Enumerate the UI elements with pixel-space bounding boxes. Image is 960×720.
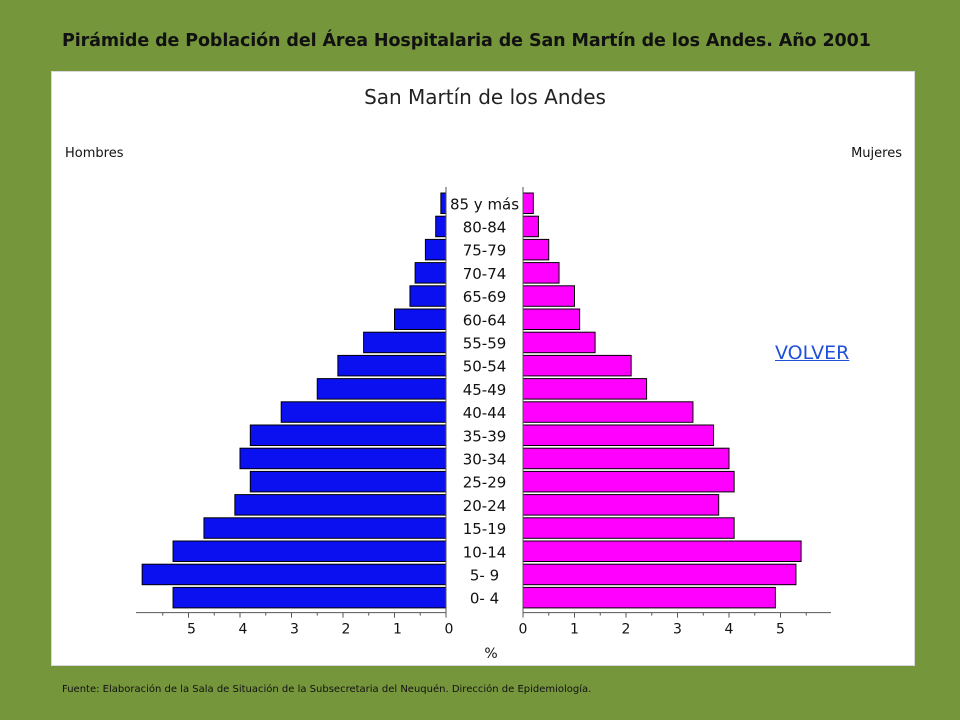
male-bar: [363, 331, 447, 354]
female-tick-label: 0: [519, 622, 528, 638]
male-tick-label: 1: [393, 622, 402, 638]
age-group-label: 20-24: [463, 497, 507, 515]
male-bar: [394, 308, 447, 330]
male-bar: [234, 494, 447, 516]
male-bar: [280, 401, 447, 423]
age-group-label: 80-84: [463, 218, 507, 236]
female-bar: [522, 470, 735, 493]
bars-layer: 85 y más 80-84 75-79 70-74 65-69 60-64 55-59 50…: [141, 192, 802, 609]
female-bar: [522, 215, 539, 238]
age-group-label: 15-19: [463, 520, 507, 538]
axes-layer: 5 4 3 2 1 0 0 1 2 3 4 5: [136, 187, 831, 638]
age-group-label: 40-44: [463, 404, 507, 422]
age-group-label: 55-59: [463, 334, 507, 352]
female-bar: [522, 586, 776, 609]
male-bar: [337, 354, 447, 377]
male-bar: [409, 285, 447, 307]
age-group-label: 50-54: [463, 358, 507, 376]
female-tick-label: 2: [622, 622, 631, 638]
female-tick-label: 1: [570, 622, 579, 638]
male-tick-label: 3: [290, 622, 299, 638]
age-group-label: 35-39: [463, 427, 507, 445]
left-side-label: Hombres: [65, 146, 124, 161]
right-side-label: Mujeres: [851, 146, 902, 161]
source-note: Fuente: Elaboración de la Sala de Situac…: [62, 684, 592, 695]
age-group-label: 45-49: [463, 381, 507, 399]
female-bar: [522, 424, 715, 446]
male-bar: [435, 215, 447, 238]
female-bar: [522, 354, 632, 377]
age-group-label: 70-74: [463, 265, 507, 283]
male-bar: [203, 517, 447, 539]
age-group-label: 30-34: [463, 450, 507, 468]
age-group-label: 0- 4: [470, 590, 499, 608]
male-tick-label: 0: [445, 622, 454, 638]
female-bar: [522, 378, 648, 400]
male-tick-label: 5: [187, 622, 196, 638]
female-bar: [522, 540, 802, 562]
female-bar: [522, 563, 797, 586]
female-bar: [522, 517, 735, 539]
population-pyramid-chart: San Martín de los Andes Hombres Mujeres …: [65, 85, 902, 662]
female-tick-label: 4: [725, 622, 734, 638]
age-group-label: 5- 9: [470, 566, 499, 584]
female-tick-label: 3: [673, 622, 682, 638]
female-bar: [522, 238, 550, 261]
female-tick-label: 5: [776, 622, 785, 638]
age-group-label: 60-64: [463, 311, 507, 329]
male-bar: [172, 540, 447, 562]
age-group-label: 85 y más: [450, 195, 519, 213]
chart-frame: San Martín de los Andes Hombres Mujeres …: [51, 71, 915, 666]
male-bar: [414, 262, 447, 284]
female-bar: [522, 401, 694, 423]
female-bar: [522, 494, 720, 516]
female-bar: [522, 192, 534, 214]
female-bar: [522, 262, 560, 284]
male-bar: [424, 238, 447, 261]
page-title: Pirámide de Población del Área Hospitala…: [62, 31, 871, 51]
age-group-label: 65-69: [463, 288, 507, 306]
male-bar: [440, 192, 447, 214]
age-group-label: 10-14: [463, 543, 507, 561]
male-bar: [316, 378, 447, 400]
female-bar: [522, 285, 575, 307]
x-axis-label: %: [484, 646, 497, 662]
male-tick-label: 4: [239, 622, 248, 638]
male-bar: [249, 424, 447, 446]
female-bar: [522, 308, 581, 330]
male-tick-label: 2: [342, 622, 351, 638]
age-group-label: 75-79: [463, 242, 507, 260]
female-bar: [522, 447, 730, 470]
male-bar: [249, 470, 447, 493]
volver-link[interactable]: VOLVER: [775, 342, 850, 364]
chart-title: San Martín de los Andes: [364, 85, 606, 109]
male-bar: [141, 563, 447, 586]
male-bar: [239, 447, 447, 470]
age-group-label: 25-29: [463, 474, 507, 492]
female-bar: [522, 331, 596, 354]
male-bar: [172, 586, 447, 609]
